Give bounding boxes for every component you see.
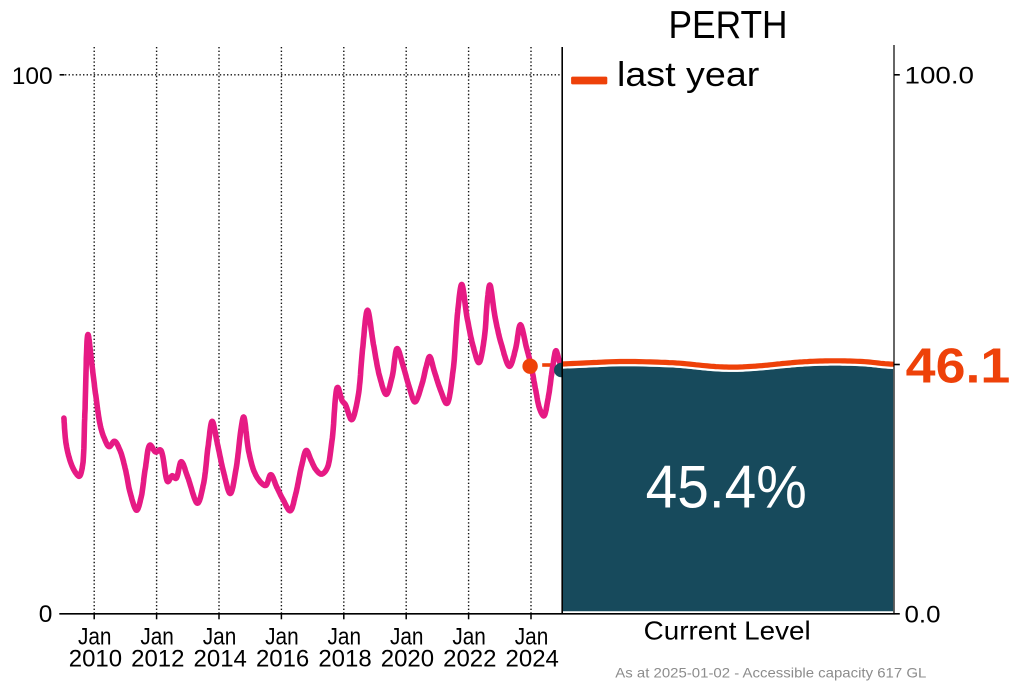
svg-text:Jan: Jan: [515, 623, 549, 650]
svg-text:As at 2025-01-02 - Accessible: As at 2025-01-02 - Accessible capacity 6…: [615, 665, 926, 681]
svg-text:PERTH: PERTH: [669, 4, 788, 47]
svg-text:2012: 2012: [131, 645, 184, 672]
svg-text:0: 0: [39, 601, 53, 628]
svg-text:2014: 2014: [194, 645, 247, 672]
svg-text:Jan: Jan: [78, 623, 112, 650]
svg-text:2010: 2010: [69, 645, 122, 672]
svg-text:45.4%: 45.4%: [646, 453, 807, 520]
svg-text:Jan: Jan: [265, 623, 299, 650]
svg-text:46.1: 46.1: [906, 339, 1011, 393]
svg-text:2018: 2018: [318, 645, 371, 672]
svg-text:100: 100: [12, 63, 53, 90]
svg-text:0.0: 0.0: [905, 601, 941, 628]
svg-text:Current Level: Current Level: [644, 615, 811, 645]
svg-text:last year: last year: [617, 56, 759, 94]
svg-text:Jan: Jan: [203, 623, 237, 650]
svg-text:2016: 2016: [256, 645, 309, 672]
svg-text:100.0: 100.0: [905, 63, 975, 90]
svg-text:Jan: Jan: [452, 623, 486, 650]
svg-text:Jan: Jan: [328, 623, 362, 650]
svg-text:2020: 2020: [381, 645, 434, 672]
svg-text:2024: 2024: [506, 645, 559, 672]
svg-text:Jan: Jan: [390, 623, 424, 650]
svg-text:2022: 2022: [443, 645, 496, 672]
svg-text:Jan: Jan: [140, 623, 174, 650]
